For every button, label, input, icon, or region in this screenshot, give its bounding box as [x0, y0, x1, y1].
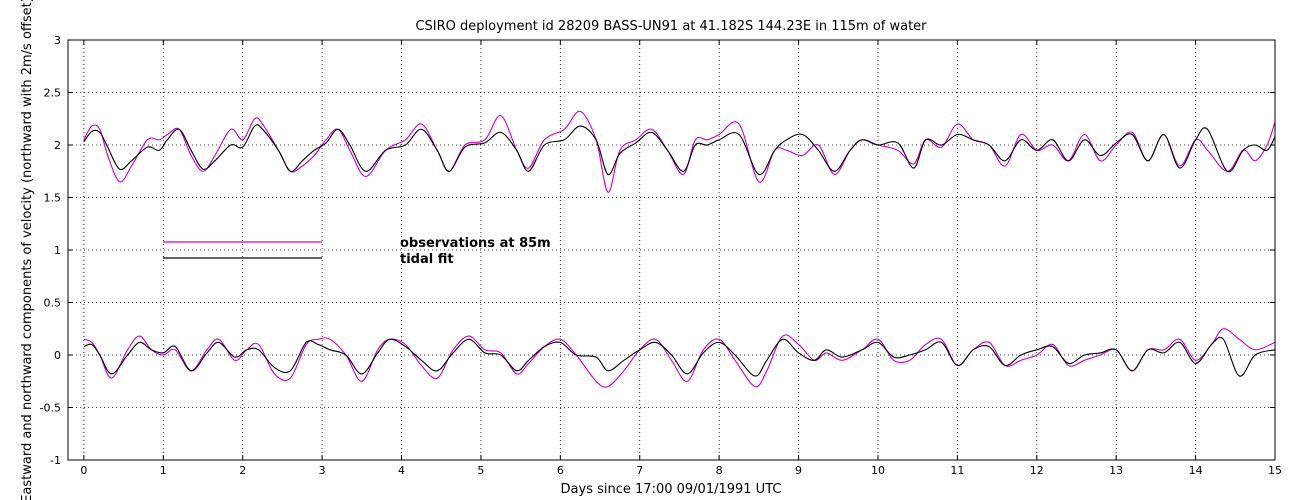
- series-line-tidal-fit-eastward: [83, 336, 1276, 377]
- axis-ticks: 0 1 2 3 4 5 6 7 8 9 10 11 12 13 14 15-1-0.500.511.522.5…: [40, 34, 1282, 477]
- chart-title: CSIRO deployment id 28209 BASS-UN91 at 4…: [415, 19, 927, 34]
- x-axis-label: Days since 17:00 09/01/1991 UTC: [561, 482, 782, 497]
- y-tick-label: 0: [54, 349, 61, 362]
- y-tick-label: 0.5: [44, 297, 62, 310]
- y-tick-label: 1: [54, 244, 61, 257]
- x-tick-label: 13: [1109, 464, 1123, 477]
- series-line-tidal-fit-northward-2-m-s: [83, 124, 1276, 175]
- x-tick-label: 14: [1189, 464, 1203, 477]
- x-tick-label: 8: [716, 464, 723, 477]
- y-tick-label: -1: [50, 454, 61, 467]
- x-tick-label: 3: [319, 464, 326, 477]
- x-tick-label: 10: [871, 464, 885, 477]
- x-tick-label: 0: [80, 464, 87, 477]
- y-tick-label: -0.5: [40, 402, 61, 415]
- x-tick-label: 15: [1268, 464, 1282, 477]
- x-tick-label: 9: [795, 464, 802, 477]
- legend: observations at 85m tidal fit: [163, 236, 551, 267]
- x-tick-label: 1: [160, 464, 167, 477]
- x-tick-label: 12: [1030, 464, 1044, 477]
- y-tick-label: 3: [54, 34, 61, 47]
- y-tick-label: 1.5: [44, 192, 62, 205]
- legend-label-tidal-fit: tidal fit: [400, 252, 454, 267]
- x-tick-label: 7: [636, 464, 643, 477]
- x-tick-label: 11: [950, 464, 964, 477]
- y-axis-label: Eastward and northward components of vel…: [20, 0, 35, 500]
- x-tick-label: 6: [557, 464, 564, 477]
- x-tick-label: 5: [477, 464, 484, 477]
- series-group: [83, 110, 1276, 388]
- x-tick-label: 2: [239, 464, 246, 477]
- x-tick-label: 4: [398, 464, 405, 477]
- y-tick-label: 2.5: [44, 87, 62, 100]
- y-tick-label: 2: [54, 139, 61, 152]
- legend-label-observations: observations at 85m: [400, 236, 551, 251]
